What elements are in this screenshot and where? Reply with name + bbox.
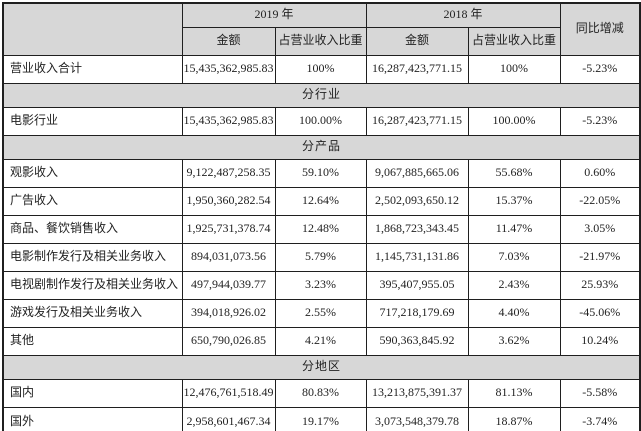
yoy-change: -5.58% bbox=[559, 378, 641, 408]
yoy-change: 25.93% bbox=[559, 270, 641, 300]
table-row: 观影收入 9,122,487,258.35 59.10% 9,067,885,665.… bbox=[2, 158, 641, 188]
amount-2019: 12,476,761,518.49 bbox=[181, 378, 276, 408]
row-label: 电影行业 bbox=[2, 106, 183, 136]
table-row: 游戏发行及相关业务收入 394,018,926.02 2.55% 717,218,17… bbox=[2, 298, 641, 328]
pct-2018: 3.62% bbox=[467, 326, 561, 356]
table-row: 国外 2,958,601,467.34 19.17% 3,073,548,379.78… bbox=[2, 406, 641, 431]
amount-2019: 650,790,026.85 bbox=[181, 326, 276, 356]
amount-2018: 2,502,093,650.12 bbox=[365, 186, 469, 216]
amount-2019: 1,925,731,378.74 bbox=[181, 214, 276, 244]
header-proportion-2018: 占营业收入比重 bbox=[467, 26, 561, 56]
yoy-change: -3.74% bbox=[559, 406, 641, 431]
amount-2019: 9,122,487,258.35 bbox=[181, 158, 276, 188]
table-header: 2019 年 2018 年 同比增减 金额 占营业收入比重 金额 占营业收入比重 bbox=[2, 2, 641, 56]
amount-2018: 9,067,885,665.06 bbox=[365, 158, 469, 188]
pct-2018: 81.13% bbox=[467, 378, 561, 408]
table-row: 营业收入合计 15,435,362,985.83 100% 16,287,423,77… bbox=[2, 54, 641, 84]
table-row: 商品、餐饮销售收入 1,925,731,378.74 12.48% 1,868,723… bbox=[2, 214, 641, 244]
header-proportion-2019: 占营业收入比重 bbox=[274, 26, 367, 56]
pct-2019: 5.79% bbox=[274, 242, 367, 272]
row-label: 广告收入 bbox=[2, 186, 183, 216]
amount-2018: 16,287,423,771.15 bbox=[365, 106, 469, 136]
table-row: 广告收入 1,950,360,282.54 12.64% 2,502,093,650.… bbox=[2, 186, 641, 216]
amount-2019: 15,435,362,985.83 bbox=[181, 54, 276, 84]
table-row: 电影制作发行及相关业务收入 894,031,073.56 5.79% 1,145,73… bbox=[2, 242, 641, 272]
section-label: 分产品 bbox=[2, 134, 641, 160]
yoy-change: 0.60% bbox=[559, 158, 641, 188]
table-row: 电视剧制作发行及相关业务收入 497,944,039.77 3.23% 395,407… bbox=[2, 270, 641, 300]
yoy-change: -21.97% bbox=[559, 242, 641, 272]
corner-cell bbox=[2, 2, 183, 56]
amount-2018: 1,145,731,131.86 bbox=[365, 242, 469, 272]
pct-2019: 80.83% bbox=[274, 378, 367, 408]
pct-2019: 4.21% bbox=[274, 326, 367, 356]
pct-2019: 12.64% bbox=[274, 186, 367, 216]
pct-2019: 59.10% bbox=[274, 158, 367, 188]
table-row: 国内 12,476,761,518.49 80.83% 13,213,875,391.… bbox=[2, 378, 641, 408]
pct-2018: 2.43% bbox=[467, 270, 561, 300]
section-divider-row: 分产品 bbox=[2, 134, 641, 160]
pct-2018: 18.87% bbox=[467, 406, 561, 431]
row-label: 电视剧制作发行及相关业务收入 bbox=[2, 270, 183, 300]
pct-2019: 3.23% bbox=[274, 270, 367, 300]
amount-2019: 2,958,601,467.34 bbox=[181, 406, 276, 431]
amount-2019: 497,944,039.77 bbox=[181, 270, 276, 300]
table-row: 电影行业 15,435,362,985.83 100.00% 16,287,423,7… bbox=[2, 106, 641, 136]
row-label: 其他 bbox=[2, 326, 183, 356]
amount-2018: 1,868,723,343.45 bbox=[365, 214, 469, 244]
header-yoy-change: 同比增减 bbox=[559, 2, 641, 56]
pct-2018: 7.03% bbox=[467, 242, 561, 272]
amount-2018: 395,407,955.05 bbox=[365, 270, 469, 300]
amount-2018: 16,287,423,771.15 bbox=[365, 54, 469, 84]
pct-2018: 11.47% bbox=[467, 214, 561, 244]
row-label: 国外 bbox=[2, 406, 183, 431]
pct-2019: 100.00% bbox=[274, 106, 367, 136]
yoy-change: -22.05% bbox=[559, 186, 641, 216]
table-row: 其他 650,790,026.85 4.21% 590,363,845.92 3.62%… bbox=[2, 326, 641, 356]
section-label: 分行业 bbox=[2, 82, 641, 108]
row-label: 观影收入 bbox=[2, 158, 183, 188]
amount-2018: 13,213,875,391.37 bbox=[365, 378, 469, 408]
amount-2018: 717,218,179.69 bbox=[365, 298, 469, 328]
pct-2018: 4.40% bbox=[467, 298, 561, 328]
pct-2019: 12.48% bbox=[274, 214, 367, 244]
header-year-row: 2019 年 2018 年 同比增减 bbox=[2, 2, 641, 56]
header-amount-2018: 金额 bbox=[365, 26, 469, 56]
row-label: 国内 bbox=[2, 378, 183, 408]
amount-2019: 394,018,926.02 bbox=[181, 298, 276, 328]
table-body: 营业收入合计 15,435,362,985.83 100% 16,287,423,77… bbox=[2, 54, 641, 431]
section-divider-row: 分行业 bbox=[2, 82, 641, 108]
section-divider-row: 分地区 bbox=[2, 354, 641, 380]
yoy-change: 3.05% bbox=[559, 214, 641, 244]
pct-2019: 2.55% bbox=[274, 298, 367, 328]
header-year-2018: 2018 年 bbox=[365, 2, 561, 28]
amount-2018: 590,363,845.92 bbox=[365, 326, 469, 356]
header-metric-row: 金额 占营业收入比重 金额 占营业收入比重 bbox=[3, 26, 640, 56]
pct-2018: 55.68% bbox=[467, 158, 561, 188]
row-label: 商品、餐饮销售收入 bbox=[2, 214, 183, 244]
section-label: 分地区 bbox=[2, 354, 641, 380]
yoy-change: -5.23% bbox=[559, 106, 641, 136]
row-label: 营业收入合计 bbox=[2, 54, 183, 84]
amount-2019: 15,435,362,985.83 bbox=[181, 106, 276, 136]
pct-2018: 100% bbox=[467, 54, 561, 84]
pct-2018: 15.37% bbox=[467, 186, 561, 216]
row-label: 电影制作发行及相关业务收入 bbox=[2, 242, 183, 272]
yoy-change: -5.23% bbox=[559, 54, 641, 84]
amount-2019: 894,031,073.56 bbox=[181, 242, 276, 272]
pct-2019: 100% bbox=[274, 54, 367, 84]
yoy-change: -45.06% bbox=[559, 298, 641, 328]
pct-2018: 100.00% bbox=[467, 106, 561, 136]
row-label: 游戏发行及相关业务收入 bbox=[2, 298, 183, 328]
yoy-change: 10.24% bbox=[559, 326, 641, 356]
header-amount-2019: 金额 bbox=[181, 26, 276, 56]
amount-2018: 3,073,548,379.78 bbox=[365, 406, 469, 431]
header-year-2019: 2019 年 bbox=[181, 2, 367, 28]
amount-2019: 1,950,360,282.54 bbox=[181, 186, 276, 216]
pct-2019: 19.17% bbox=[274, 406, 367, 431]
